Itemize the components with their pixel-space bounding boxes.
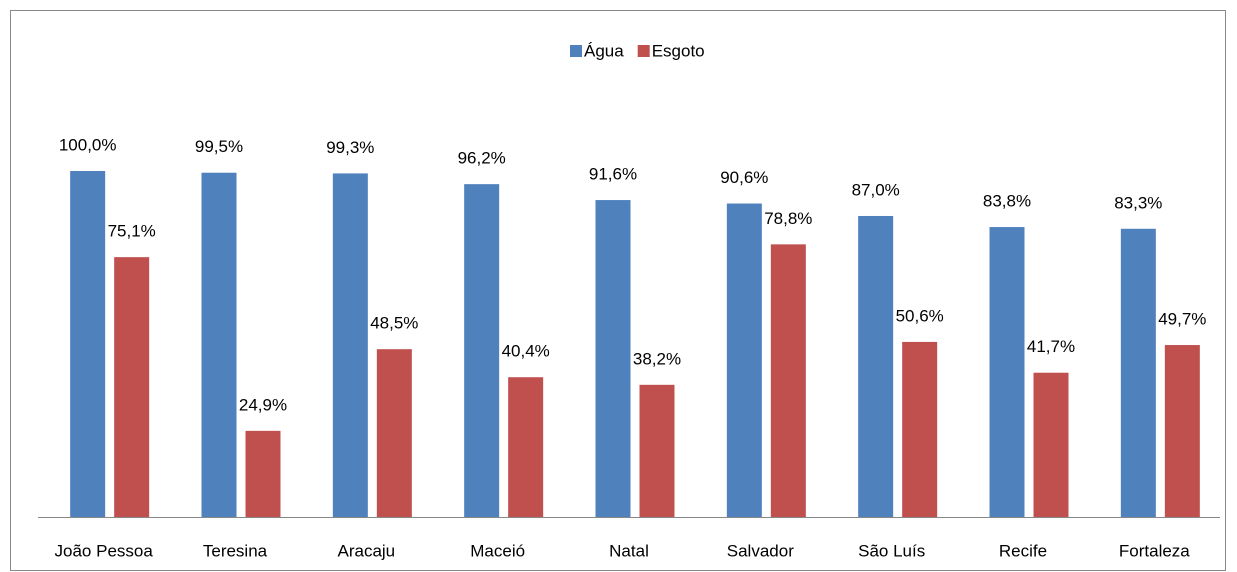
data-label: 75,1% <box>108 222 156 241</box>
data-label: 48,5% <box>370 314 418 333</box>
legend-label: Esgoto <box>652 41 705 60</box>
legend-swatch <box>570 45 582 57</box>
bar <box>508 377 544 517</box>
x-tick-label: Fortaleza <box>1119 541 1190 560</box>
data-label: 24,9% <box>239 395 287 414</box>
bar <box>770 244 806 518</box>
data-label: 99,3% <box>326 138 374 157</box>
legend-swatch <box>637 45 650 57</box>
data-label: 40,4% <box>502 342 550 361</box>
bar <box>332 173 368 517</box>
legend: Água Esgoto <box>570 41 705 60</box>
bar <box>726 203 762 518</box>
x-tick-label: Recife <box>999 541 1047 560</box>
data-label: 49,7% <box>1158 310 1206 329</box>
legend-label: Água <box>584 41 624 60</box>
bar <box>902 341 938 517</box>
data-label: 83,3% <box>1114 193 1162 212</box>
bar <box>1033 372 1069 517</box>
bar <box>1164 345 1200 517</box>
bar <box>639 384 675 517</box>
bar <box>595 200 631 517</box>
bar <box>70 171 106 517</box>
data-label: 99,5% <box>195 137 243 156</box>
bar <box>464 184 500 517</box>
data-label: 38,2% <box>633 349 681 368</box>
data-label: 90,6% <box>720 168 768 187</box>
data-label: 100,0% <box>59 135 117 154</box>
x-tick-label: Aracaju <box>338 541 396 560</box>
x-tick-label: João Pessoa <box>55 541 154 560</box>
x-tick-label: Teresina <box>203 541 268 560</box>
data-label: 87,0% <box>852 180 900 199</box>
x-tick-label: Natal <box>609 541 649 560</box>
data-label: 91,6% <box>589 165 637 184</box>
bar <box>376 349 412 517</box>
bar <box>989 227 1025 517</box>
bar <box>1120 228 1156 518</box>
x-tick-label: São Luís <box>858 541 925 560</box>
bar <box>245 430 281 517</box>
bar <box>114 257 150 517</box>
data-label: 96,2% <box>458 149 506 168</box>
data-label: 50,6% <box>896 306 944 325</box>
x-tick-label: Maceió <box>470 541 525 560</box>
bar <box>201 172 237 518</box>
bar <box>858 215 894 518</box>
data-label: 41,7% <box>1027 337 1075 356</box>
data-label: 78,8% <box>764 209 812 228</box>
data-label: 83,8% <box>983 192 1031 211</box>
x-tick-label: Salvador <box>727 541 794 560</box>
